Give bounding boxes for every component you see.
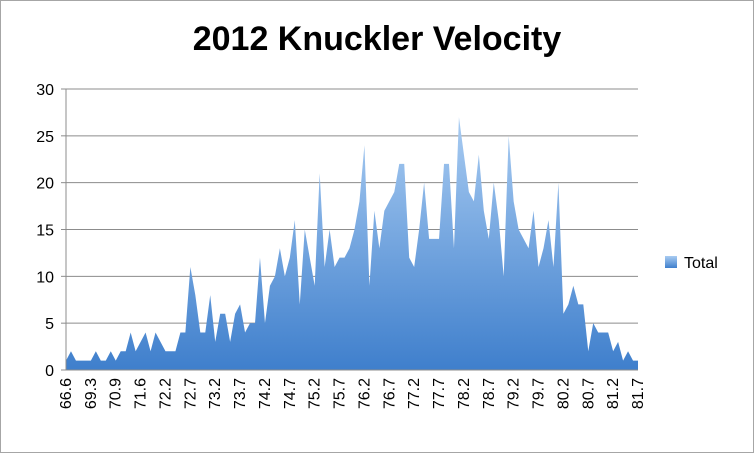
x-tick-label-66-6: 66.6 (58, 378, 75, 409)
x-tick-label-71-6: 71.6 (133, 378, 150, 409)
x-tick-label-74-2: 74.2 (257, 378, 274, 409)
y-tick-label-0: 0 (45, 363, 54, 380)
x-tick-label-77-2: 77.2 (406, 378, 423, 409)
x-tick-label-74-7: 74.7 (282, 378, 299, 409)
x-tick-label-81-2: 81.2 (605, 378, 622, 409)
y-tick-label-30: 30 (36, 82, 54, 99)
y-tick-label-5: 5 (45, 316, 54, 333)
x-tick-label-76-7: 76.7 (381, 378, 398, 409)
y-tick-label-20: 20 (36, 176, 54, 193)
legend-swatch-total (665, 256, 677, 268)
x-tick-label-77-7: 77.7 (431, 378, 448, 409)
x-tick-label-79-7: 79.7 (531, 378, 548, 409)
legend-label-total: Total (684, 255, 718, 272)
y-tick-label-25: 25 (36, 129, 54, 146)
x-tick-label-81-7: 81.7 (630, 378, 647, 409)
x-tick-label-72-7: 72.7 (182, 378, 199, 409)
x-tick-label-80-2: 80.2 (555, 378, 572, 409)
x-tick-label-75-7: 75.7 (332, 378, 349, 409)
chart-title: 2012 Knuckler Velocity (192, 20, 562, 58)
x-tick-label-76-2: 76.2 (356, 378, 373, 409)
x-tick-label-73-7: 73.7 (232, 378, 249, 409)
x-tick-label-73-2: 73.2 (207, 378, 224, 409)
x-tick-label-78-2: 78.2 (456, 378, 473, 409)
y-tick-label-15: 15 (36, 223, 54, 240)
x-tick-label-78-7: 78.7 (481, 378, 498, 409)
x-tick-label-80-7: 80.7 (580, 378, 597, 409)
x-tick-label-72-2: 72.2 (157, 378, 174, 409)
x-tick-label-69-3: 69.3 (83, 378, 100, 409)
series-total-area (66, 117, 638, 370)
x-tick-label-79-2: 79.2 (506, 378, 523, 409)
x-tick-label-75-2: 75.2 (307, 378, 324, 409)
y-tick-label-10: 10 (36, 269, 54, 286)
x-tick-label-70-9: 70.9 (108, 378, 125, 409)
